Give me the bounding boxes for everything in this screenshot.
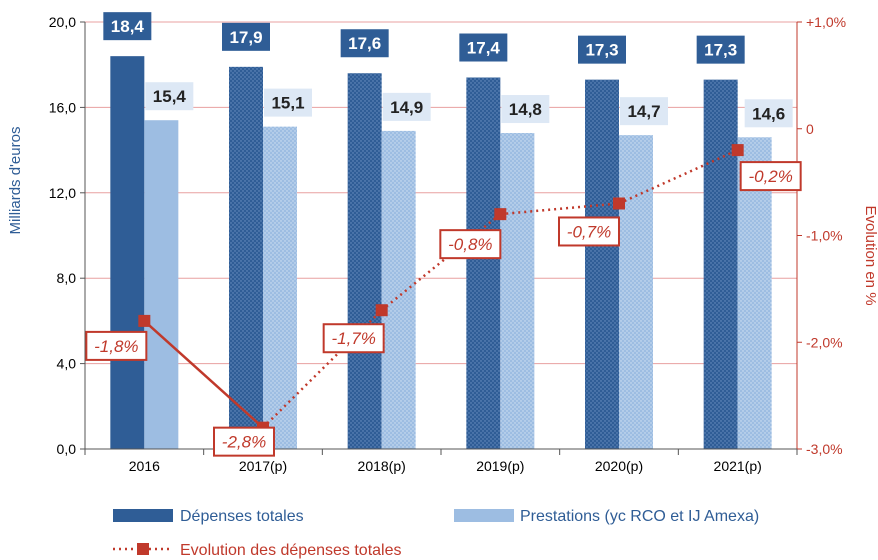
label-box-depenses xyxy=(103,12,152,41)
label-box-evolution xyxy=(558,216,620,247)
legend-label-prestations: Prestations (yc RCO et IJ Amexa) xyxy=(520,508,759,525)
evolution-marker xyxy=(494,208,507,221)
legend-swatch-depenses xyxy=(113,509,173,522)
data-labels: 18,4 17,9 17,6 17,4 17,3 17,3 15,4 15,1 14,9 14,8… xyxy=(85,12,802,457)
bar-prestations xyxy=(500,133,535,449)
left-axis-tick-label: 4,0 xyxy=(57,356,77,372)
data-label-evolution: -2,8% xyxy=(222,433,266,452)
label-box-prestations xyxy=(620,97,668,126)
data-label-prestations: 14,7 xyxy=(627,102,660,121)
label-box-evolution xyxy=(85,330,148,361)
axes: 0,0 4,0 8,0 12,0 16,0 20,0 -3,0% -2,0% -1,0% 0 +1,… xyxy=(7,14,878,474)
label-box-prestations xyxy=(264,88,312,117)
legend: Dépenses totales Prestations (yc RCO et I… xyxy=(113,508,759,559)
right-axis-tick-label: -2,0% xyxy=(806,334,843,350)
data-label-depenses: 17,6 xyxy=(348,34,381,53)
label-box-evolution xyxy=(439,229,502,260)
label-box-evolution xyxy=(213,426,275,457)
data-label-evolution: -0,2% xyxy=(748,167,792,186)
bar-prestations xyxy=(263,126,297,450)
bar-prestations xyxy=(144,120,179,450)
x-axis-tick-label: 2016 xyxy=(129,458,160,474)
data-label-depenses: 17,9 xyxy=(229,28,262,47)
left-axis-tick-label: 0,0 xyxy=(57,441,77,457)
left-axis-tick-label: 20,0 xyxy=(49,14,76,30)
bar-depenses-totales xyxy=(703,79,738,450)
data-label-depenses: 18,4 xyxy=(111,17,145,36)
evolution-marker xyxy=(613,197,625,210)
bar-depenses-totales xyxy=(466,77,501,449)
label-box-prestations xyxy=(382,92,431,121)
data-label-evolution: -0,7% xyxy=(567,222,611,241)
label-box-depenses xyxy=(222,22,270,51)
left-axis-tick-label: 12,0 xyxy=(49,185,76,201)
label-box-prestations xyxy=(501,95,550,124)
data-label-prestations: 15,4 xyxy=(153,87,187,106)
bar-depenses-totales xyxy=(229,66,263,450)
legend-label-evolution: Evolution des dépenses totales xyxy=(180,542,401,559)
data-label-depenses: 17,3 xyxy=(585,41,618,60)
evolution-segment-solid xyxy=(143,319,264,429)
x-axis-tick-label: 2018(p) xyxy=(358,458,406,474)
bar-depenses-totales xyxy=(110,56,145,449)
label-box-prestations xyxy=(744,99,793,128)
label-box-depenses xyxy=(696,35,745,64)
bar-depenses-totales xyxy=(585,79,619,450)
data-label-prestations: 14,6 xyxy=(752,104,785,123)
label-box-depenses xyxy=(578,35,626,64)
label-box-depenses xyxy=(340,29,389,58)
evolution-segment-dotted xyxy=(618,148,739,205)
data-label-evolution: -0,8% xyxy=(448,235,492,254)
right-axis-tick-label: 0 xyxy=(806,121,814,137)
x-axis-tick-label: 2019(p) xyxy=(476,458,524,474)
left-axis-tick-label: 8,0 xyxy=(57,270,77,286)
gridlines xyxy=(85,21,797,365)
data-label-prestations: 14,8 xyxy=(509,100,542,119)
evolution-marker xyxy=(731,144,744,157)
label-box-evolution xyxy=(322,323,385,354)
legend-label-depenses: Dépenses totales xyxy=(180,508,304,525)
label-box-prestations xyxy=(145,82,194,111)
evolution-marker xyxy=(375,304,388,317)
x-axis-tick-label: 2017(p) xyxy=(239,458,287,474)
evolution-marker xyxy=(138,314,151,327)
label-box-depenses xyxy=(459,33,508,62)
legend-swatch-prestations xyxy=(454,509,514,522)
bar-prestations xyxy=(619,135,653,449)
data-label-prestations: 15,1 xyxy=(271,94,304,113)
left-axis-tick-label: 16,0 xyxy=(49,99,76,115)
right-axis-title: Evolution en % xyxy=(862,205,878,305)
x-axis-tick-label: 2021(p) xyxy=(714,458,762,474)
right-axis-tick-label: -3,0% xyxy=(806,441,843,457)
left-axis-title: Milliards d'euros xyxy=(7,127,24,235)
bars xyxy=(110,56,772,450)
x-axis-tick-label: 2020(p) xyxy=(595,458,643,474)
label-box-evolution xyxy=(739,161,802,192)
legend-marker-evolution xyxy=(137,543,149,555)
right-axis-tick-label: +1,0% xyxy=(806,14,846,30)
data-label-evolution: -1,8% xyxy=(94,337,138,356)
data-label-evolution: -1,7% xyxy=(331,329,375,348)
evolution-segment-dotted xyxy=(500,202,620,216)
data-label-depenses: 17,3 xyxy=(704,41,737,60)
data-label-prestations: 14,9 xyxy=(390,98,423,117)
bar-prestations xyxy=(381,130,416,449)
right-axis-tick-label: -1,0% xyxy=(806,228,843,244)
bar-depenses-totales xyxy=(347,73,382,450)
data-label-depenses: 17,4 xyxy=(467,39,501,58)
